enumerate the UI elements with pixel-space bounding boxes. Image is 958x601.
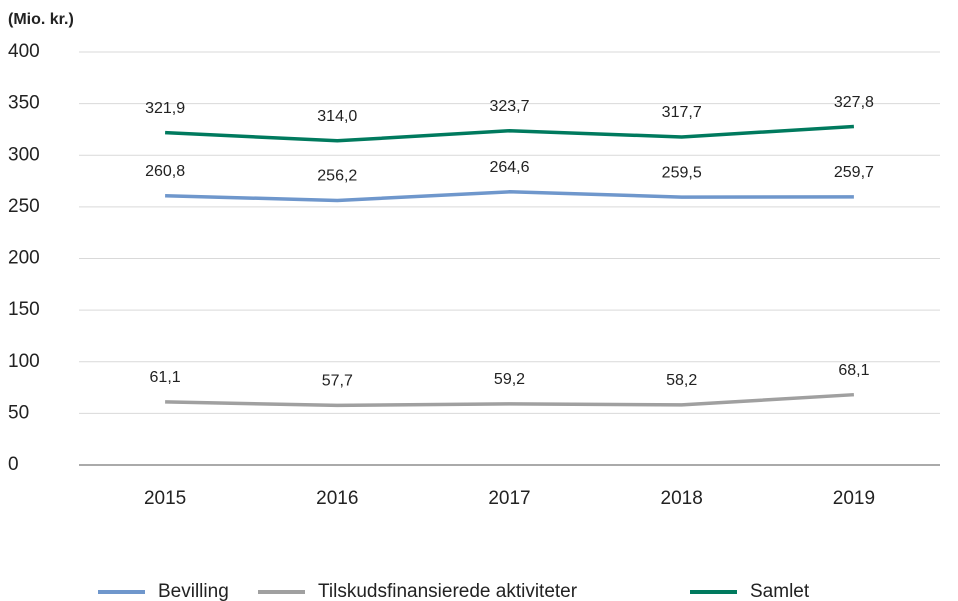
y-tick-label: 300: [8, 144, 40, 165]
line: [165, 124, 855, 143]
y-tick-label: 250: [8, 196, 40, 217]
data-label: 260,8: [145, 163, 185, 180]
legend-label: Bevilling: [158, 581, 229, 601]
y-axis-label: (Mio. kr.): [8, 11, 74, 28]
data-label: 58,2: [666, 372, 697, 389]
data-label: 61,1: [150, 369, 181, 386]
legend-label: Samlet: [750, 581, 810, 601]
data-label: 264,6: [489, 159, 529, 176]
y-tick-label: 150: [8, 299, 40, 320]
data-label: 321,9: [145, 100, 185, 117]
data-label: 256,2: [317, 168, 357, 185]
y-tick-label: 200: [8, 248, 40, 269]
data-label: 327,8: [834, 94, 874, 111]
data-label: 57,7: [322, 373, 353, 390]
y-tick-label: 50: [8, 402, 29, 423]
data-label: 59,2: [494, 371, 525, 388]
data-label: 317,7: [662, 104, 702, 121]
y-tick-label: 350: [8, 93, 40, 114]
y-tick-label: 0: [8, 454, 19, 475]
y-tick-label: 100: [8, 351, 40, 372]
data-label: 68,1: [838, 362, 869, 379]
line: [165, 392, 855, 408]
x-tick-label: 2016: [316, 488, 358, 509]
data-label: 259,7: [834, 164, 874, 181]
x-tick-label: 2015: [144, 488, 186, 509]
data-label: 323,7: [489, 98, 529, 115]
legend-label: Tilskudsfinansierede aktiviteter: [318, 581, 578, 601]
data-label: 259,5: [662, 164, 702, 181]
x-tick-label: 2019: [833, 488, 875, 509]
x-tick-label: 2017: [488, 488, 530, 509]
x-tick-label: 2018: [661, 488, 703, 509]
line: [165, 190, 854, 203]
data-label: 314,0: [317, 108, 357, 125]
y-tick-label: 400: [8, 41, 40, 62]
